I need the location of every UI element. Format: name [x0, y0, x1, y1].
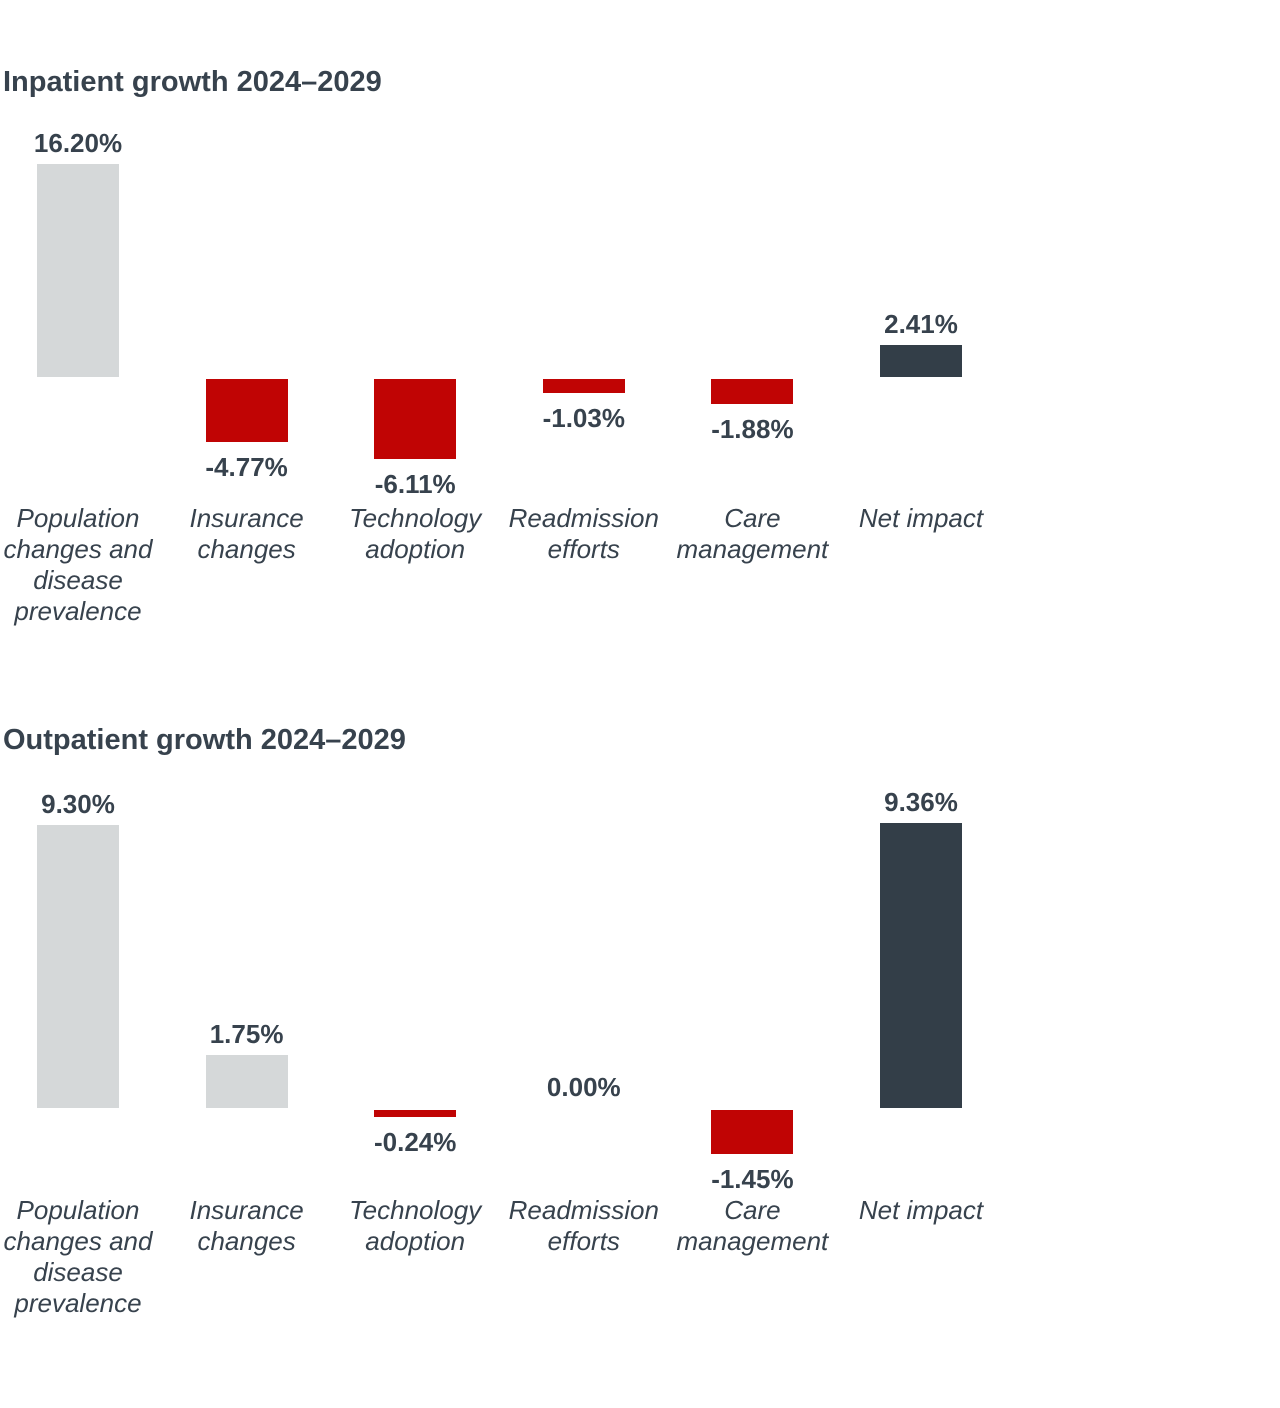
insurance-changes-value-label: 1.75%: [209, 1019, 284, 1049]
readmission-efforts-category-label: Readmission efforts: [508, 1195, 659, 1256]
net-impact-category-label: Net impact: [858, 503, 984, 533]
insurance-changes-bar: [205, 379, 288, 442]
technology-adoption-bar: [374, 1110, 457, 1117]
population-changes-and-disease-prevalence-category-label: Population changes and disease prevalenc…: [3, 503, 153, 626]
net-impact-value-label: 9.36%: [884, 787, 958, 817]
technology-adoption-category-label: Technology adoption: [349, 1195, 482, 1256]
insurance-changes-bar: [205, 1055, 288, 1108]
care-management-value-label: -1.88%: [711, 414, 794, 444]
chart-title: Outpatient growth 2024–2029: [3, 724, 406, 756]
care-management-bar: [711, 379, 794, 404]
net-impact-value-label: 2.41%: [884, 309, 958, 339]
technology-adoption-bar: [374, 379, 457, 459]
net-impact-bar: [880, 345, 962, 377]
population-changes-and-disease-prevalence-value-label: 9.30%: [41, 789, 115, 819]
readmission-efforts-value-label: -1.03%: [542, 403, 625, 433]
population-changes-and-disease-prevalence-category-label: Population changes and disease prevalenc…: [3, 1195, 153, 1318]
insurance-changes-category-label: Insurance changes: [189, 503, 304, 564]
care-management-category-label: Care management: [676, 503, 829, 564]
technology-adoption-value-label: -0.24%: [373, 1127, 457, 1157]
readmission-efforts-value-label: 0.00%: [546, 1072, 621, 1102]
chart-title: Inpatient growth 2024–2029: [3, 66, 382, 98]
readmission-efforts-bar: [542, 379, 625, 393]
population-changes-and-disease-prevalence-bar: [37, 825, 119, 1108]
insurance-changes-value-label: -4.77%: [205, 452, 288, 482]
net-impact-bar: [880, 823, 962, 1108]
care-management-value-label: -1.45%: [711, 1164, 794, 1194]
care-management-category-label: Care management: [676, 1195, 829, 1256]
population-changes-and-disease-prevalence-value-label: 16.20%: [33, 128, 123, 158]
readmission-efforts-category-label: Readmission efforts: [508, 503, 659, 564]
technology-adoption-value-label: -6.11%: [374, 469, 456, 499]
population-changes-and-disease-prevalence-bar: [37, 164, 119, 377]
net-impact-category-label: Net impact: [858, 1195, 984, 1225]
insurance-changes-category-label: Insurance changes: [189, 1195, 304, 1256]
technology-adoption-category-label: Technology adoption: [349, 503, 482, 564]
care-management-bar: [711, 1110, 794, 1154]
